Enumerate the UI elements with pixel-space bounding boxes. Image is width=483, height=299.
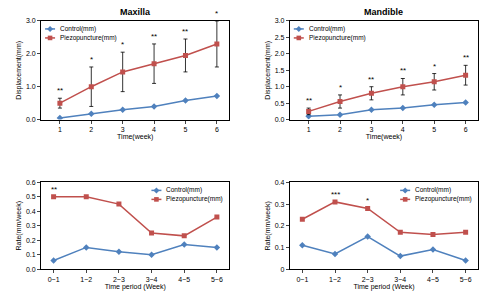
svg-text:0~1: 0~1 [296,276,308,283]
svg-text:1.0: 1.0 [26,83,36,90]
svg-text:Time period (Week): Time period (Week) [353,283,414,291]
svg-text:0.4: 0.4 [26,208,36,215]
svg-text:Control(mm): Control(mm) [309,25,345,33]
svg-text:Rate(mm/week): Rate(mm/week) [15,201,23,250]
svg-text:2: 2 [89,126,93,133]
svg-text:6: 6 [464,126,468,133]
svg-text:*: * [121,40,124,49]
svg-text:*: * [339,83,342,92]
svg-text:0~1: 0~1 [48,276,60,283]
svg-text:*: * [215,9,218,18]
svg-text:0.0: 0.0 [26,266,36,273]
svg-text:Displacement(mm): Displacement(mm) [15,41,23,100]
svg-text:Control(mm): Control(mm) [60,25,96,33]
svg-text:*: * [90,55,93,64]
svg-text:Displacement(mm): Displacement(mm) [264,41,272,100]
svg-text:3: 3 [369,126,373,133]
svg-text:**: ** [182,27,188,36]
svg-text:Time(week): Time(week) [366,133,402,141]
svg-text:**: ** [368,75,374,84]
svg-text:Rate(mm/week): Rate(mm/week) [264,201,272,250]
svg-text:0.2: 0.2 [26,237,36,244]
svg-text:5: 5 [184,126,188,133]
svg-text:5: 5 [432,126,436,133]
svg-text:3: 3 [121,126,125,133]
svg-text:Mandible: Mandible [364,7,403,17]
svg-text:Time period (Week): Time period (Week) [105,283,166,291]
svg-text:2~3: 2~3 [113,276,125,283]
svg-text:Control(mm): Control(mm) [166,186,202,194]
svg-text:4~5: 4~5 [178,276,190,283]
svg-text:**: ** [51,185,57,194]
svg-text:0.1: 0.1 [26,251,36,258]
svg-text:Piezopuncture(mm): Piezopuncture(mm) [415,195,472,203]
svg-text:3~4: 3~4 [394,276,406,283]
svg-text:0.3: 0.3 [275,201,285,208]
svg-text:1~2: 1~2 [80,276,92,283]
svg-text:0.0: 0.0 [275,116,285,123]
svg-text:0.2: 0.2 [275,222,285,229]
svg-text:3.0: 3.0 [26,17,36,24]
svg-text:5~6: 5~6 [211,276,223,283]
svg-text:1.0: 1.0 [275,83,285,90]
svg-text:1~2: 1~2 [329,276,341,283]
svg-text:0.0: 0.0 [26,116,36,123]
svg-text:**: ** [151,32,157,41]
svg-text:0.1: 0.1 [275,244,285,251]
svg-text:0.6: 0.6 [26,179,36,186]
svg-text:Piezopuncture(mm): Piezopuncture(mm) [309,34,366,42]
svg-text:2: 2 [338,126,342,133]
svg-text:2.0: 2.0 [26,50,36,57]
svg-text:5~6: 5~6 [460,276,472,283]
svg-text:*: * [433,62,436,71]
svg-text:3~4: 3~4 [146,276,158,283]
svg-text:1.5: 1.5 [275,67,285,74]
svg-text:Piezopuncture(mm): Piezopuncture(mm) [166,195,223,203]
svg-text:0.5: 0.5 [26,193,36,200]
svg-text:***: *** [331,190,340,199]
svg-text:4: 4 [401,126,405,133]
svg-text:1: 1 [307,126,311,133]
svg-text:3.0: 3.0 [275,17,285,24]
svg-text:1: 1 [58,126,62,133]
svg-text:Control(mm): Control(mm) [415,186,451,194]
svg-text:4: 4 [152,126,156,133]
svg-text:**: ** [306,96,312,105]
svg-text:4~5: 4~5 [427,276,439,283]
svg-text:Time(week): Time(week) [117,133,153,141]
svg-text:**: ** [57,86,63,95]
svg-text:Piezopuncture(mm): Piezopuncture(mm) [60,34,117,42]
svg-text:Maxilla: Maxilla [120,7,151,17]
svg-text:**: ** [463,53,469,62]
svg-text:2.0: 2.0 [275,50,285,57]
svg-text:6: 6 [215,126,219,133]
svg-text:0.3: 0.3 [26,222,36,229]
svg-text:**: ** [400,66,406,75]
svg-text:0.5: 0.5 [275,100,285,107]
svg-text:2~3: 2~3 [362,276,374,283]
svg-text:2.5: 2.5 [275,34,285,41]
svg-text:0.4: 0.4 [275,179,285,186]
svg-text:0: 0 [280,266,284,273]
svg-text:*: * [366,196,369,205]
